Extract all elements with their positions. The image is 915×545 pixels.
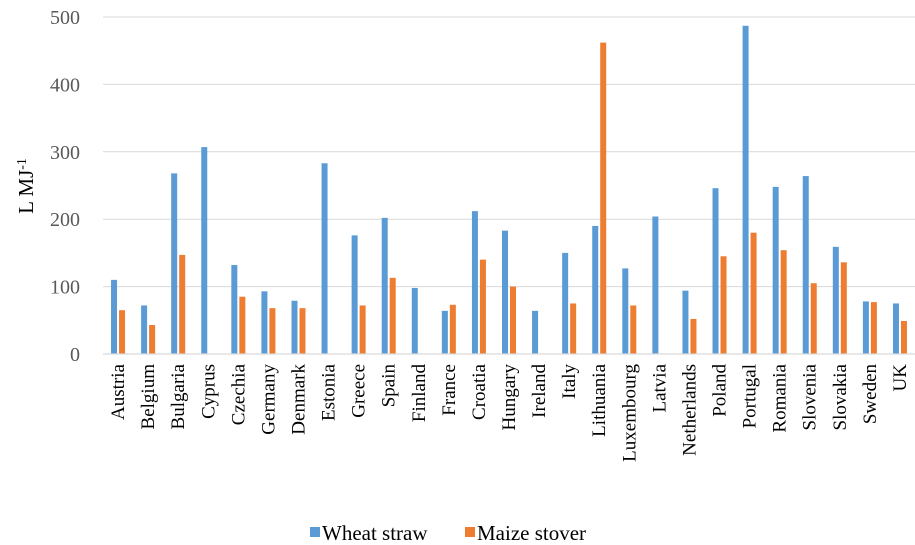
bar-wheat-straw xyxy=(111,279,118,354)
bar-maize-stover xyxy=(630,305,637,354)
x-category-label: Latvia xyxy=(649,363,670,412)
x-category-label: Austria xyxy=(108,363,129,420)
bar-maize-stover xyxy=(570,303,577,354)
x-category-label: Bulgaria xyxy=(168,363,189,429)
bar-wheat-straw xyxy=(772,186,779,354)
bar-wheat-straw xyxy=(141,305,148,354)
bar-maize-stover xyxy=(269,308,276,354)
bar-wheat-straw xyxy=(532,310,539,354)
x-category-label: Luxembourg xyxy=(619,364,640,462)
y-tick-label: 200 xyxy=(50,209,80,231)
bar-wheat-straw xyxy=(862,301,869,354)
x-category-label: Poland xyxy=(710,364,731,417)
bar-wheat-straw xyxy=(562,252,569,354)
bar-wheat-straw xyxy=(351,235,358,354)
x-category-label: Slovenia xyxy=(800,363,821,430)
bar-maize-stover xyxy=(359,305,366,354)
bar-maize-stover xyxy=(299,308,306,354)
bar-wheat-straw xyxy=(291,300,298,354)
bar-maize-stover xyxy=(780,250,787,354)
x-category-label: Cyprus xyxy=(198,364,219,419)
legend-label-wheat-straw: Wheat straw xyxy=(322,521,428,545)
x-category-label: Romania xyxy=(770,363,791,432)
bar-wheat-straw xyxy=(652,216,659,354)
x-category-label: Germany xyxy=(258,364,279,435)
x-category-label: Finland xyxy=(409,364,430,423)
bar-maize-stover xyxy=(870,302,877,354)
bar-wheat-straw xyxy=(231,265,238,354)
bar-maize-stover xyxy=(449,304,456,354)
y-tick-label: 0 xyxy=(70,344,80,366)
bar-maize-stover xyxy=(900,320,907,354)
bar-wheat-straw xyxy=(712,188,719,354)
bar-wheat-straw xyxy=(682,290,689,354)
bar-maize-stover xyxy=(239,296,246,354)
bar-maize-stover xyxy=(149,325,156,354)
y-tick-label: 500 xyxy=(50,7,80,29)
x-category-label: Belgium xyxy=(138,364,159,430)
bar-maize-stover xyxy=(510,286,516,354)
bar-wheat-straw xyxy=(502,230,508,354)
bar-maize-stover xyxy=(840,262,847,354)
bar-wheat-straw xyxy=(802,176,809,354)
x-category-label: Czechia xyxy=(228,363,249,425)
x-category-label: UK xyxy=(890,364,911,392)
bar-wheat-straw xyxy=(381,217,388,354)
y-tick-label: 300 xyxy=(50,142,80,164)
x-category-label: Spain xyxy=(379,364,400,408)
y-axis-label: L MJ-1 xyxy=(14,158,38,214)
x-category-label: Sweden xyxy=(860,364,881,425)
bar-wheat-straw xyxy=(592,225,599,354)
bar-maize-stover xyxy=(119,310,126,354)
bar-maize-stover xyxy=(750,232,757,354)
bar-wheat-straw xyxy=(171,173,178,354)
x-category-label: Ireland xyxy=(529,364,550,418)
x-category-label: Croatia xyxy=(469,363,490,419)
x-category-label: Greece xyxy=(349,364,370,418)
x-category-label: Italy xyxy=(559,364,580,399)
x-category-label: France xyxy=(439,364,460,416)
gridlines xyxy=(103,16,915,288)
bar-maize-stover xyxy=(389,277,396,354)
legend-swatch-maize-stover xyxy=(465,527,475,537)
bar-maize-stover xyxy=(720,256,727,354)
bar-wheat-straw xyxy=(261,291,268,354)
bar-wheat-straw xyxy=(201,147,208,354)
x-category-label: Slovakia xyxy=(830,363,851,430)
bar-maize-stover xyxy=(600,42,607,354)
bars xyxy=(111,25,907,355)
bar-maize-stover xyxy=(690,318,697,354)
x-category-label: Portugal xyxy=(740,364,761,428)
x-category-label: Hungary xyxy=(499,364,520,431)
x-category-label: Estonia xyxy=(319,363,340,421)
legend-swatch-wheat-straw xyxy=(310,527,320,537)
bar-wheat-straw xyxy=(411,287,418,354)
bar-wheat-straw xyxy=(892,303,899,354)
bar-maize-stover xyxy=(179,254,186,354)
bar-maize-stover xyxy=(810,283,817,354)
bar-wheat-straw xyxy=(441,310,448,354)
y-axis-ticks: 0 100 200 300 400 500 xyxy=(50,7,80,366)
bar-wheat-straw xyxy=(471,211,478,354)
bar-wheat-straw xyxy=(742,25,749,355)
y-tick-label: 100 xyxy=(50,277,80,299)
bar-maize-stover xyxy=(479,259,486,354)
x-category-label: Lithuania xyxy=(589,363,610,436)
legend-label-maize-stover: Maize stover xyxy=(477,521,586,545)
legend: Wheat straw Maize stover xyxy=(310,521,586,545)
x-category-label: Denmark xyxy=(288,364,309,435)
bar-wheat-straw xyxy=(832,246,839,354)
x-axis-categories: Austria Belgium Bulgaria Cyprus Czechia Germa… xyxy=(108,363,911,461)
bar-wheat-straw xyxy=(321,163,328,354)
x-category-label: Netherlands xyxy=(679,364,700,456)
y-tick-label: 400 xyxy=(50,74,80,96)
bar-wheat-straw xyxy=(622,268,629,354)
